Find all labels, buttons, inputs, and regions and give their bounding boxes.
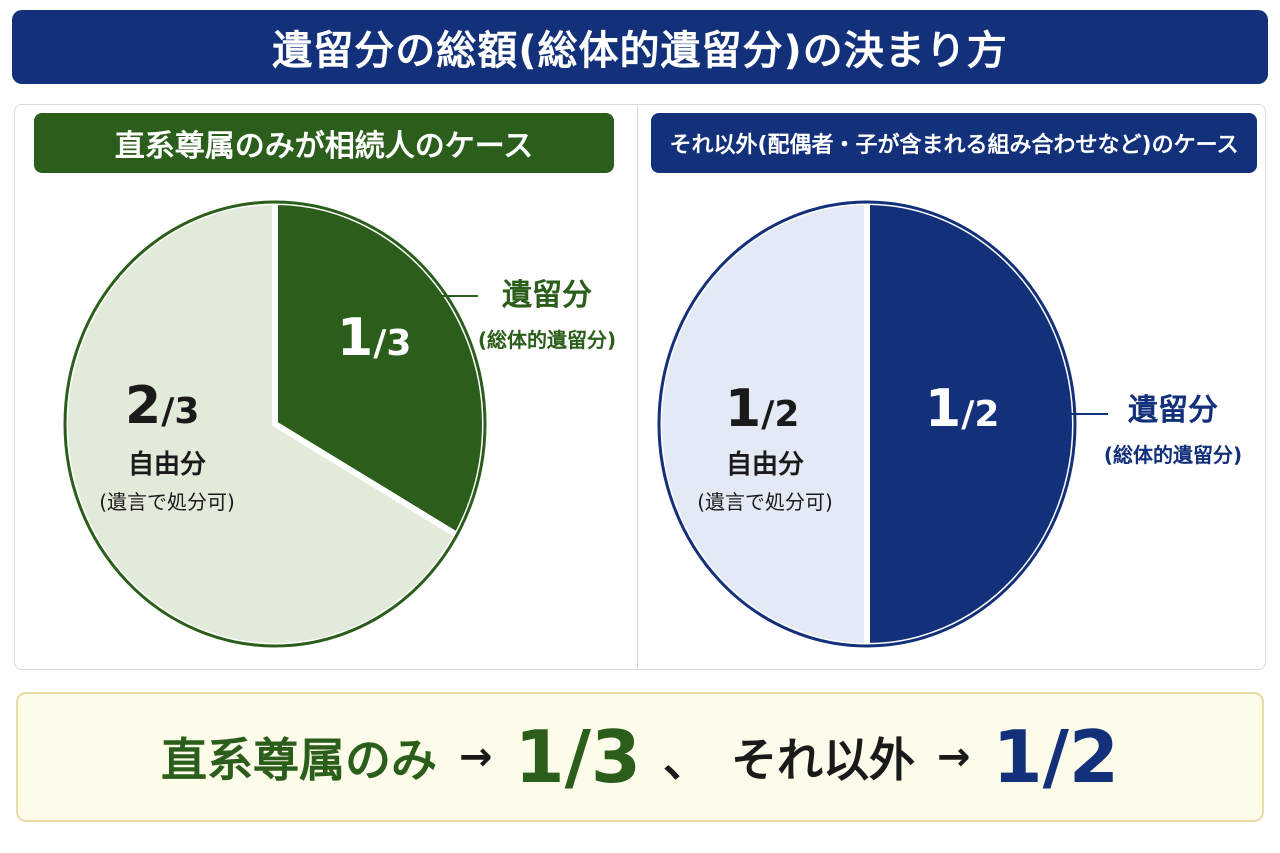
leader-line-left	[420, 295, 478, 297]
leader-line-right	[1036, 413, 1108, 415]
page-title: 遺留分の総額(総体的遺留分)の決まり方	[12, 10, 1268, 84]
slice-label-free-left: 自由分	[127, 450, 206, 480]
slice-note-reserved-right: (総体的遺留分)	[1103, 443, 1243, 467]
slice-fraction-free-right: 1/2	[725, 379, 800, 439]
pie-chart-ascendants	[62, 199, 488, 649]
summary-others-label: それ以外	[731, 733, 915, 787]
slice-fraction-reserved-left: 1/3	[337, 308, 412, 368]
case-header-ascendants: 直系尊属のみが相続人のケース	[34, 113, 614, 173]
summary-box: 直系尊属のみ → 1/3 、 それ以外 → 1/2	[16, 692, 1264, 822]
slice-label-free-right: 自由分	[725, 450, 804, 480]
slice-note-reserved-left: (総体的遺留分)	[477, 328, 617, 352]
pie-outline	[63, 200, 487, 648]
slice-label-reserved-left: 遺留分	[502, 278, 592, 313]
slice-note-free-right: (遺言で処分可)	[697, 490, 833, 514]
pie-outline	[657, 200, 1077, 648]
summary-ascendants-value: 1/3	[514, 715, 642, 799]
summary-others-value: 1/2	[992, 715, 1120, 799]
slice-label-reserved-right: 遺留分	[1128, 393, 1218, 428]
panel-divider	[637, 106, 638, 668]
case-header-others: それ以外(配偶者・子が含まれる組み合わせなど)のケース	[651, 113, 1257, 173]
summary-ascendants-label: 直系尊属のみ	[160, 733, 437, 787]
summary-separator: 、	[663, 733, 709, 787]
slice-fraction-free-left: 2/3	[125, 376, 200, 436]
summary-arrow-icon: →	[937, 734, 971, 780]
slice-fraction-reserved-right: 1/2	[925, 379, 1000, 439]
slice-note-free-left: (遺言で処分可)	[99, 490, 235, 514]
pie-chart-others	[656, 199, 1078, 649]
summary-arrow-icon: →	[458, 734, 493, 780]
